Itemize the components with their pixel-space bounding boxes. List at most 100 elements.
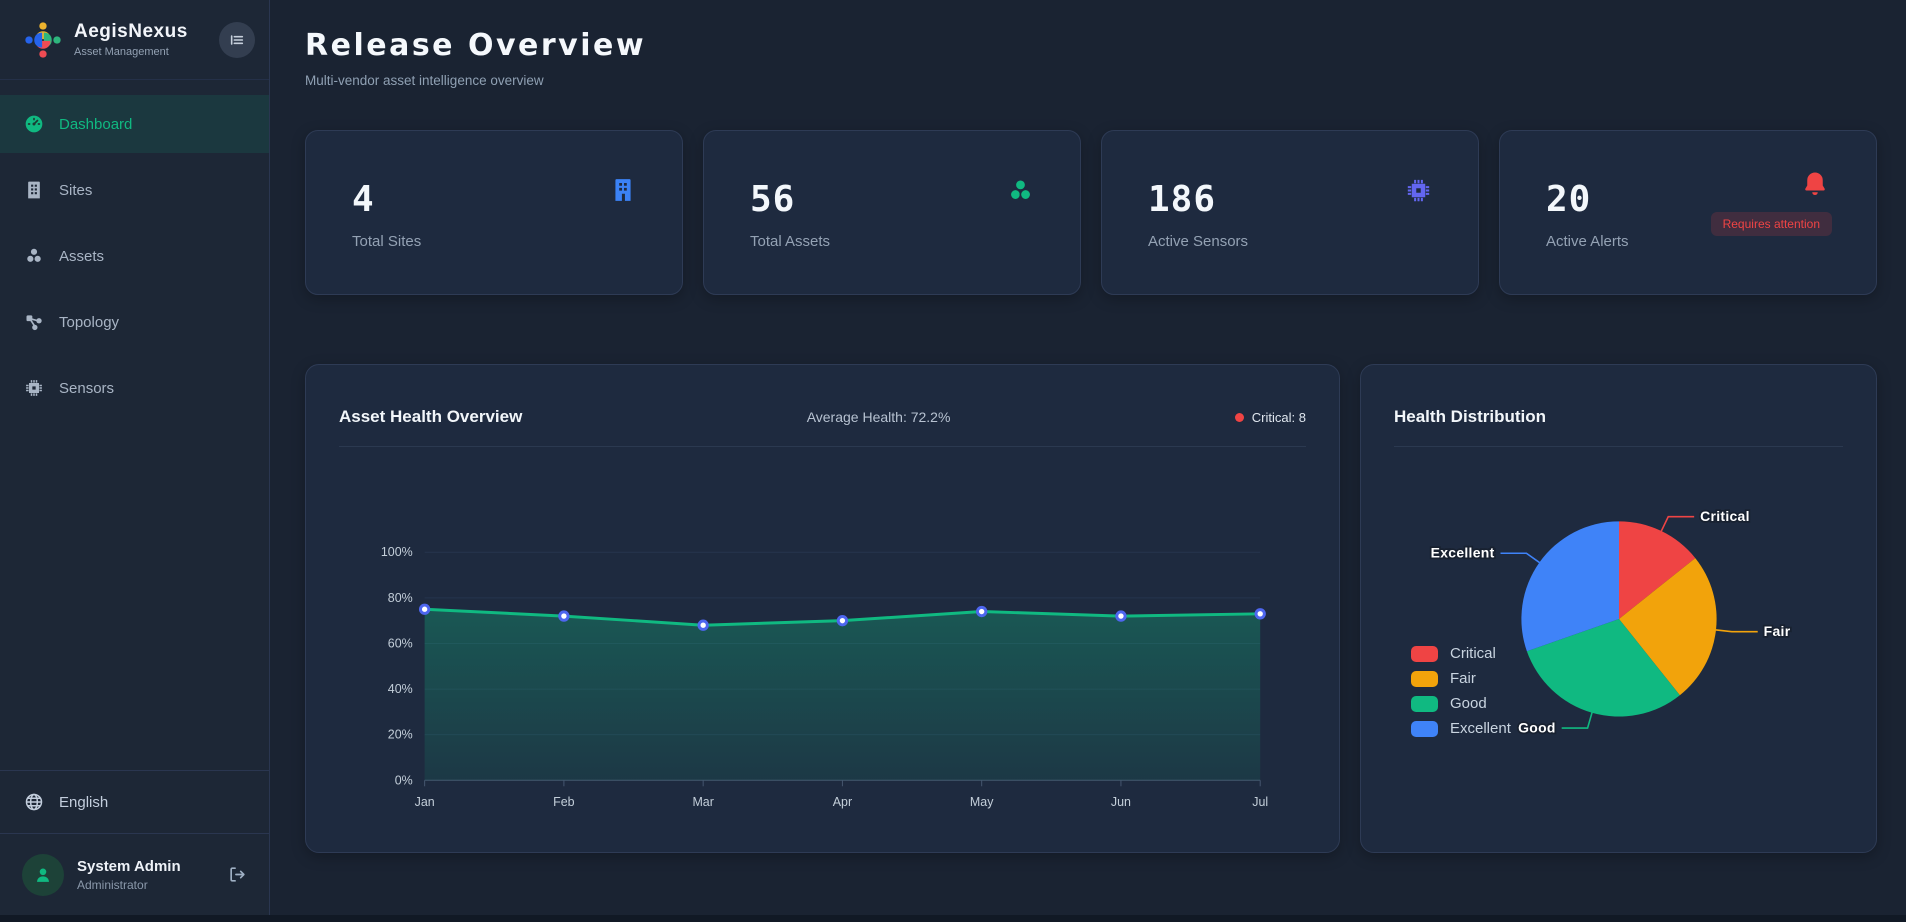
avatar: [22, 853, 64, 896]
asset-health-panel: Asset Health Overview Average Health: 72…: [305, 364, 1340, 853]
legend-swatch: [1411, 645, 1438, 662]
stat-card-total-assets: 56 Total Assets: [703, 130, 1081, 295]
health-pie-chart[interactable]: Critical Fair Good Excellent: [1361, 365, 1876, 852]
data-point-Mar[interactable]: [697, 619, 709, 631]
chip-icon: [24, 378, 44, 398]
sidebar: AegisNexus Asset Management Dashboard: [0, 0, 270, 915]
stat-value: 4: [352, 179, 375, 220]
legend-swatch: [1411, 695, 1438, 712]
panel-title: Health Distribution: [1394, 407, 1547, 426]
health-distribution-panel: Health Distribution Critical Fair Good Exce…: [1360, 364, 1877, 853]
app-logo-icon: [22, 16, 64, 64]
critical-dot-icon: [1234, 412, 1244, 422]
sidebar-item-topology[interactable]: Topology: [0, 293, 269, 351]
sidebar-item-label: Assets: [59, 247, 105, 265]
logout-icon: [228, 865, 247, 884]
stat-value: 56: [750, 179, 796, 220]
callout-label-critical: Critical: [1700, 508, 1750, 524]
data-point-Apr[interactable]: [836, 614, 849, 627]
sidebar-item-sites[interactable]: Sites: [0, 161, 269, 219]
stats-row: 4 Total Sites 56 Total Assets 186 Active…: [305, 130, 1877, 295]
app-name: AegisNexus: [74, 21, 188, 42]
y-tick-label: 40%: [388, 682, 413, 696]
chip-icon: [1405, 177, 1432, 209]
sidebar-item-label: Sites: [59, 181, 93, 199]
data-point-Feb[interactable]: [558, 610, 570, 622]
x-tick-label: Jan: [415, 795, 435, 809]
callout-line: [1714, 628, 1758, 633]
cubes-icon: [24, 246, 44, 266]
stat-card-total-sites: 4 Total Sites: [305, 130, 683, 295]
legend-label: Excellent: [1450, 720, 1511, 737]
sidebar-item-dashboard[interactable]: Dashboard: [0, 95, 269, 153]
user-profile: System Admin Administrator: [0, 833, 269, 915]
alerts-badge: Requires attention: [1710, 212, 1832, 236]
callout-label-excellent: Excellent: [1431, 545, 1495, 561]
stat-card-active-alerts: 20 Active Alerts Requires attention: [1499, 130, 1877, 295]
y-tick-label: 60%: [388, 636, 413, 650]
callout-line: [1500, 552, 1541, 564]
y-tick-label: 20%: [388, 728, 413, 742]
stat-label: Active Alerts: [1546, 233, 1629, 250]
legend-item-excellent[interactable]: Excellent: [1411, 720, 1511, 737]
language-selector[interactable]: English: [0, 770, 269, 833]
y-tick-label: 100%: [381, 545, 413, 559]
legend-item-good[interactable]: Good: [1411, 695, 1511, 712]
page-subtitle: Multi-vendor asset intelligence overview: [305, 73, 544, 88]
sidebar-header: AegisNexus Asset Management: [0, 0, 269, 80]
legend-swatch: [1411, 720, 1438, 737]
health-distribution-header: Health Distribution: [1361, 365, 1876, 427]
health-line-chart[interactable]: 0% 20% 40% 60% 80% 100% Jan Feb Mar Apr May Jun Jul: [306, 365, 1339, 852]
callout-label-good: Good: [1518, 720, 1556, 736]
data-point-Jul[interactable]: [1254, 608, 1266, 620]
sidebar-item-sensors[interactable]: Sensors: [0, 359, 269, 417]
data-point-Jan[interactable]: [418, 603, 431, 615]
pie-slice-excellent[interactable]: [1521, 521, 1619, 652]
pie-slice-good[interactable]: [1526, 618, 1680, 717]
y-tick-label: 80%: [388, 591, 413, 605]
sidebar-item-label: Dashboard: [59, 115, 133, 133]
data-point-Jun[interactable]: [1115, 610, 1127, 622]
x-tick-label: May: [970, 795, 994, 809]
legend-swatch: [1411, 670, 1438, 687]
legend-label: Critical: [1450, 645, 1496, 662]
stat-value: 186: [1148, 179, 1217, 220]
stat-label: Active Sensors: [1148, 233, 1249, 250]
pie-legend: Critical Fair Good Excellent: [1411, 645, 1511, 737]
stat-card-active-sensors: 186 Active Sensors: [1101, 130, 1479, 295]
x-tick-label: Feb: [553, 795, 575, 809]
legend-label: Good: [1450, 695, 1487, 712]
callout-label-fair: Fair: [1764, 623, 1791, 639]
cubes-icon: [1007, 177, 1034, 209]
pie-slice-critical[interactable]: [1618, 521, 1696, 619]
stat-label: Total Assets: [750, 233, 831, 250]
sidebar-item-label: Sensors: [59, 379, 115, 397]
building-icon: [610, 177, 636, 208]
page-title: Release Overview: [305, 28, 647, 63]
sidebar-collapse-button[interactable]: [219, 21, 255, 58]
sidebar-item-assets[interactable]: Assets: [0, 227, 269, 285]
logout-button[interactable]: [228, 865, 247, 884]
pie-slice-fair[interactable]: [1618, 558, 1717, 696]
user-name: System Admin: [77, 857, 181, 875]
menu-icon: [229, 32, 245, 48]
main-content: Release Overview Multi-vendor asset inte…: [270, 0, 1906, 915]
legend-item-fair[interactable]: Fair: [1411, 670, 1511, 687]
legend-item-critical[interactable]: Critical: [1411, 645, 1511, 662]
x-tick-label: Mar: [692, 795, 713, 809]
globe-icon: [24, 792, 44, 812]
callout-line: [1660, 515, 1695, 533]
data-point-May[interactable]: [976, 605, 988, 618]
sidebar-item-label: Topology: [59, 313, 120, 331]
sidebar-nav: Dashboard Sites Assets Topology: [0, 80, 269, 425]
building-icon: [24, 180, 44, 200]
bell-icon: [1800, 169, 1830, 204]
x-tick-label: Jun: [1111, 795, 1131, 809]
y-tick-label: 0%: [395, 773, 413, 787]
panel-title: Asset Health Overview: [339, 407, 523, 426]
app-tagline: Asset Management: [74, 46, 169, 58]
gauge-icon: [24, 114, 44, 134]
network-icon: [24, 312, 44, 332]
average-health-label: Average Health: 72.2%: [806, 409, 951, 425]
